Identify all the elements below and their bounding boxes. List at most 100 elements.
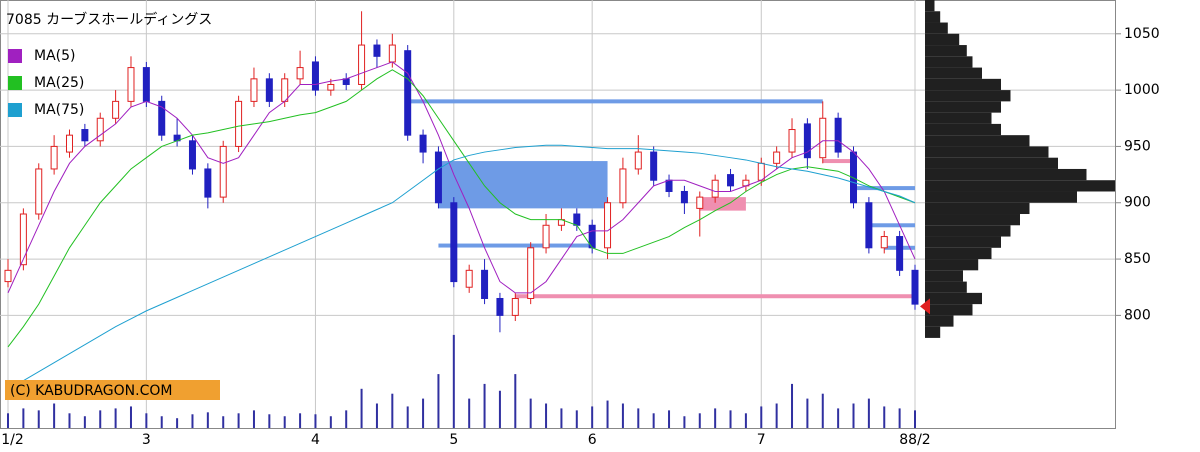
candle-body <box>388 44 396 63</box>
volume-bar <box>345 410 348 428</box>
candle-body <box>327 83 335 91</box>
profile-bar <box>925 270 963 282</box>
candle-body <box>142 67 150 102</box>
x-tick-label: 21/2 <box>0 432 24 448</box>
volume-bar <box>206 412 209 428</box>
volume-bar <box>114 408 117 428</box>
candle-body <box>188 140 196 170</box>
candle-body <box>803 123 811 159</box>
ma-line <box>7 69 916 348</box>
volume-bar <box>268 414 271 428</box>
volume-bar <box>452 334 455 428</box>
candle-body <box>358 44 366 85</box>
profile-bar <box>925 247 992 260</box>
profile-bar <box>925 214 1020 226</box>
profile-bar <box>925 180 1115 192</box>
candle-body <box>911 269 919 305</box>
credit-bg <box>5 380 220 400</box>
last-price-marker <box>920 298 930 315</box>
candle-body <box>373 44 381 57</box>
volume-profile <box>920 0 1115 338</box>
candle-body <box>527 247 535 299</box>
legend-label: MA(25) <box>34 75 84 91</box>
candle-body <box>496 297 504 316</box>
volume-bar <box>698 413 701 428</box>
x-tick-label: 5 <box>449 432 458 448</box>
candle-body <box>404 50 412 136</box>
profile-bar <box>925 326 941 338</box>
moving-averages <box>7 61 916 391</box>
candle-body <box>342 78 350 85</box>
candle-body <box>542 224 550 249</box>
profile-bar <box>925 90 1011 102</box>
candle-body <box>696 196 704 209</box>
volume-bar <box>160 416 163 428</box>
candle-body <box>281 78 289 102</box>
candle-body <box>711 179 719 198</box>
volume-bar <box>575 410 578 428</box>
candle-body <box>880 236 888 249</box>
volume-bar <box>498 390 501 428</box>
profile-bar <box>925 236 1001 248</box>
price-zone <box>438 243 593 248</box>
volume-bar <box>375 403 378 428</box>
price-zone <box>515 294 915 299</box>
volume-bar <box>545 403 548 428</box>
candle-body <box>896 236 904 271</box>
candle-body <box>127 67 135 102</box>
volume-bar <box>483 383 486 428</box>
candle-body <box>158 100 166 136</box>
candle-body <box>634 151 642 170</box>
profile-bar <box>925 135 1030 147</box>
volume-bar <box>437 374 440 428</box>
candle-body <box>788 129 796 153</box>
profile-bar <box>925 146 1049 158</box>
candle-body <box>727 174 735 187</box>
profile-bar <box>925 259 979 271</box>
volume-bar <box>422 398 425 428</box>
legend-swatch <box>8 76 22 90</box>
x-tick-label: 7 <box>757 432 766 448</box>
volume-bar <box>652 413 655 428</box>
candle-body <box>296 67 304 80</box>
ma-line <box>7 61 916 294</box>
profile-bar <box>925 157 1058 169</box>
profile-bar <box>925 123 1001 136</box>
credit: (C) KABUDRAGON.COM <box>10 383 172 399</box>
volume-bar <box>129 406 132 428</box>
volume-bar <box>729 410 732 428</box>
volume-bar <box>329 416 332 428</box>
x-tick-label: 4 <box>311 432 320 448</box>
candle-body <box>619 168 627 204</box>
profile-bar <box>925 56 973 68</box>
candles <box>4 11 919 333</box>
legend-swatch <box>8 103 22 117</box>
volume-bar <box>637 408 640 428</box>
volume-bar <box>744 413 747 428</box>
candle-body <box>4 269 12 283</box>
candle-body <box>81 129 89 142</box>
candle-body <box>604 202 612 249</box>
volume-bar <box>914 410 916 428</box>
volume-bar <box>191 414 194 428</box>
volume-bar <box>406 406 409 428</box>
profile-bar <box>925 101 1001 113</box>
profile-bar <box>925 78 1001 91</box>
candle-body <box>450 202 458 283</box>
volume-bar <box>176 418 179 428</box>
volume-bar <box>621 403 624 428</box>
candle-body <box>650 151 658 181</box>
y-tick-label: 800 <box>1124 307 1151 323</box>
price-zone <box>438 161 608 209</box>
volume-bar <box>529 398 532 428</box>
volume-bar <box>145 413 148 428</box>
volume-bar <box>867 398 870 428</box>
volume-bar <box>683 416 686 428</box>
labels: 800 850 900 950 1000 1050 21/2 3 4 5 6 7 88/2 MA(5) MA… <box>0 26 1160 448</box>
candle-body <box>865 202 873 249</box>
ma-line <box>7 144 916 391</box>
volume-bar <box>606 400 609 428</box>
candle-body <box>235 100 243 147</box>
candle-body <box>419 134 427 153</box>
volume-bar <box>53 403 56 428</box>
